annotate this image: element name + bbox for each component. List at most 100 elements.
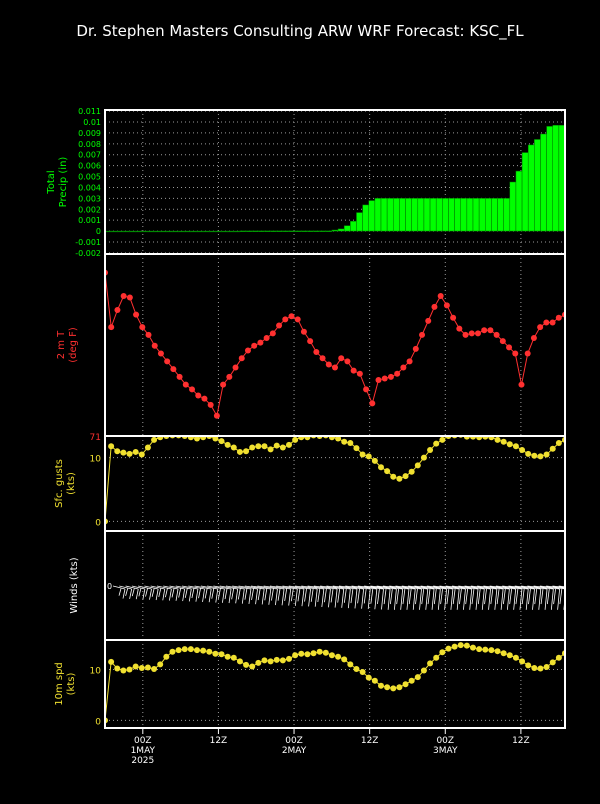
wind-barb-flag bbox=[122, 588, 126, 599]
data-point bbox=[347, 661, 354, 668]
data-point bbox=[437, 293, 444, 299]
wind-barb-flag bbox=[557, 588, 561, 610]
data-point bbox=[310, 650, 317, 657]
data-point bbox=[396, 475, 403, 482]
wind-barb-flag bbox=[402, 588, 406, 605]
wind-barb bbox=[345, 585, 371, 609]
data-point bbox=[408, 677, 415, 684]
x-tick-sublabel: 1MAY bbox=[131, 746, 156, 756]
wind-barb bbox=[527, 585, 554, 610]
data-point bbox=[555, 654, 562, 661]
y-axis-label: (deg F) bbox=[68, 327, 79, 363]
wind-barb bbox=[439, 585, 466, 610]
data-point bbox=[276, 322, 283, 329]
precip-bar bbox=[239, 230, 247, 232]
wind-barb-flag bbox=[145, 588, 148, 597]
data-point bbox=[286, 655, 292, 662]
wind-barb-flag bbox=[135, 588, 139, 600]
data-point bbox=[207, 401, 214, 408]
wind-barb-shaft bbox=[546, 585, 565, 589]
wind-barb-flag bbox=[271, 588, 274, 601]
data-point bbox=[341, 656, 348, 663]
wind-barb bbox=[514, 585, 542, 610]
wind-barb-flag bbox=[248, 588, 252, 604]
wind-barb-flag bbox=[138, 588, 142, 597]
wind-barb bbox=[351, 585, 378, 610]
data-point bbox=[531, 452, 538, 459]
data-point bbox=[519, 658, 526, 665]
wind-barb-flag bbox=[469, 588, 473, 610]
data-point bbox=[543, 319, 550, 326]
data-point bbox=[257, 339, 264, 346]
wind-barb-shaft bbox=[301, 585, 324, 590]
wind-barb bbox=[175, 585, 192, 602]
wind-barb-shaft bbox=[200, 585, 218, 590]
data-point bbox=[384, 684, 391, 691]
data-point bbox=[194, 436, 200, 442]
wind-barb-flag bbox=[425, 588, 429, 610]
data-point bbox=[263, 335, 270, 341]
wind-barb bbox=[445, 585, 473, 610]
data-point bbox=[433, 654, 440, 661]
data-point bbox=[439, 649, 446, 656]
data-point bbox=[414, 674, 421, 681]
data-point bbox=[474, 330, 481, 337]
precip-bar bbox=[301, 230, 308, 232]
wind-barb bbox=[558, 585, 565, 588]
wind-barb-shaft bbox=[238, 585, 258, 590]
wind-barb-shaft bbox=[131, 585, 145, 590]
data-point bbox=[298, 436, 305, 441]
data-point bbox=[512, 654, 519, 661]
data-point bbox=[157, 436, 164, 441]
precip-bar bbox=[429, 198, 437, 232]
data-point bbox=[328, 652, 335, 659]
wind-barb-flag bbox=[244, 588, 248, 600]
data-point bbox=[412, 345, 419, 352]
wind-barb-shaft bbox=[119, 585, 132, 590]
data-point bbox=[390, 473, 397, 480]
data-point bbox=[431, 303, 438, 310]
panel-frame bbox=[104, 530, 566, 641]
precip-bar bbox=[442, 198, 449, 232]
wind-barb bbox=[307, 585, 331, 608]
y-tick-label: 0.005 bbox=[78, 173, 101, 182]
precip-bar bbox=[393, 198, 400, 232]
wind-barb bbox=[364, 585, 391, 610]
data-point bbox=[537, 453, 544, 460]
data-point bbox=[255, 443, 262, 450]
data-point bbox=[224, 653, 231, 660]
precip-bar bbox=[423, 198, 431, 232]
wind-barb-flag bbox=[446, 588, 450, 605]
data-point bbox=[126, 294, 133, 301]
wind-barb-flag bbox=[354, 588, 358, 609]
precip-bar bbox=[221, 230, 228, 233]
wind-barb bbox=[244, 585, 265, 605]
data-point bbox=[288, 313, 295, 320]
data-point bbox=[420, 454, 427, 461]
wind-barb-flag bbox=[228, 588, 232, 604]
precip-bar bbox=[251, 230, 259, 232]
wind-barb-flag bbox=[494, 588, 498, 610]
data-point bbox=[384, 468, 391, 475]
data-point bbox=[126, 450, 133, 457]
wind-barb-shaft bbox=[156, 585, 172, 590]
wind-barb-flag bbox=[519, 588, 523, 610]
data-point bbox=[543, 451, 550, 458]
data-point bbox=[463, 642, 470, 649]
wind-barb-flag bbox=[477, 588, 481, 605]
data-point bbox=[500, 438, 507, 445]
wind-barb-flag bbox=[162, 588, 166, 601]
data-point bbox=[419, 331, 426, 338]
wind-barb-flag bbox=[463, 588, 466, 610]
data-point bbox=[402, 681, 409, 688]
data-point bbox=[512, 350, 519, 357]
precip-bar bbox=[515, 170, 523, 232]
wind-barb-flag bbox=[393, 588, 397, 610]
wind-barb-flag bbox=[440, 588, 444, 605]
data-point bbox=[144, 664, 151, 671]
wind-barb-flag bbox=[281, 588, 285, 606]
data-point bbox=[195, 392, 202, 399]
data-point bbox=[243, 661, 250, 668]
data-point bbox=[549, 659, 556, 666]
wind-barb bbox=[138, 585, 152, 600]
